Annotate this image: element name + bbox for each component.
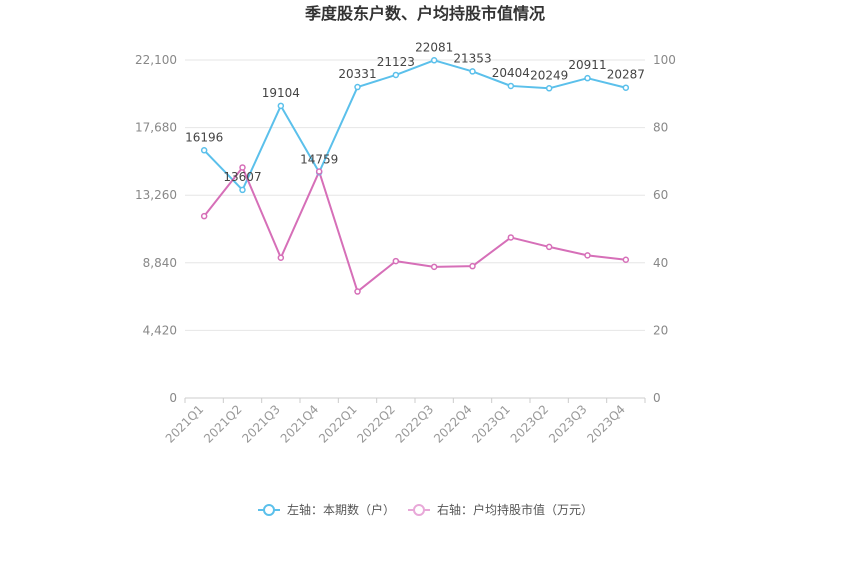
data-labels: 16196 13607 19104 14759 20331211232208121353…	[185, 40, 645, 184]
households-point[interactable]	[354, 83, 361, 91]
left-axis-tick-label: 22,100	[135, 53, 177, 67]
households-point[interactable]	[469, 68, 476, 75]
right-axis-tick-label: 0	[653, 391, 661, 405]
avg-value-point[interactable]	[277, 254, 285, 261]
households-point[interactable]	[430, 57, 438, 64]
right-axis-tick-label: 20	[653, 323, 668, 337]
households-data-label: 19104	[262, 86, 300, 100]
grid	[185, 59, 645, 331]
households-data-label: 16196	[185, 130, 223, 144]
legend-item-avg-value[interactable]: 右轴：户均持股市值（万元）	[408, 502, 593, 517]
x-axis-tick-label: 2022Q4	[431, 402, 475, 446]
households-point[interactable]	[277, 102, 285, 110]
left-axis-tick-label: 4,420	[143, 323, 177, 337]
right-axis-tick-label: 100	[653, 53, 676, 67]
x-axis-tick-label: 2021Q1	[163, 402, 207, 446]
avg-value-point[interactable]	[622, 256, 630, 264]
households-point[interactable]	[507, 82, 515, 90]
left-axis-tick-label: 8,840	[143, 256, 177, 270]
avg-value-point[interactable]	[315, 168, 323, 175]
x-axis-tick-label: 2023Q4	[584, 402, 628, 446]
households-data-label: 13607	[223, 170, 261, 184]
households-data-label: 20287	[607, 68, 645, 82]
x-axis-tick-label: 2022Q1	[316, 402, 360, 446]
avg-value-point[interactable]	[584, 252, 591, 259]
x-axis-tick-label: 2021Q4	[278, 402, 322, 446]
right-axis-tick-label: 40	[653, 256, 668, 270]
series-lines	[203, 59, 627, 293]
legend-households-icon	[263, 504, 275, 516]
legend-avg-value-label: 右轴：户均持股市值（万元）	[437, 502, 593, 517]
legend-avg-value-icon	[413, 504, 425, 516]
households-data-label: 21353	[453, 51, 491, 65]
left-axis-tick-label: 13,260	[135, 188, 177, 202]
households-point[interactable]	[545, 85, 553, 92]
legend-households-label: 左轴：本期数（户）	[287, 502, 395, 517]
chart-title: 季度股东户数、户均持股市值情况	[304, 4, 545, 23]
x-axis-tick-label: 2021Q2	[201, 402, 245, 446]
legend[interactable]: 左轴：本期数（户） 右轴：户均持股市值（万元）	[258, 502, 593, 517]
households-data-label: 20249	[530, 68, 568, 82]
households-point[interactable]	[392, 71, 400, 79]
x-axis-tick-label: 2023Q1	[469, 402, 513, 446]
households-point[interactable]	[584, 74, 591, 82]
left-axis-tick-label: 0	[169, 391, 177, 405]
avg-value-point[interactable]	[507, 234, 515, 241]
points	[200, 57, 630, 295]
avg-value-point[interactable]	[430, 263, 438, 271]
households-data-label: 20331	[338, 67, 376, 81]
avg-value-point[interactable]	[545, 243, 553, 251]
x-axis-tick-label: 2022Q2	[354, 402, 398, 446]
x-axis-tick-label: 2023Q2	[508, 402, 552, 446]
households-data-label: 14759	[300, 152, 338, 166]
avg-value-point[interactable]	[469, 262, 476, 270]
households-data-label: 20404	[492, 66, 530, 80]
x-axis-tick-label: 2021Q3	[239, 402, 283, 446]
left-axis-tick-label: 17,680	[135, 121, 177, 135]
households-point[interactable]	[200, 147, 208, 154]
avg-value-point[interactable]	[354, 288, 361, 295]
axes: 0 0 4,420 20 8,840 40 13,260 60 17,680 80 22,100 10…	[135, 53, 676, 446]
households-data-label: 20911	[568, 58, 606, 72]
x-axis-tick-label: 2023Q3	[546, 402, 590, 446]
right-axis-tick-label: 80	[653, 121, 668, 135]
legend-item-households[interactable]: 左轴：本期数（户）	[258, 502, 395, 517]
avg-value-point[interactable]	[239, 164, 246, 171]
households-point[interactable]	[622, 84, 630, 91]
right-axis-tick-label: 60	[653, 188, 668, 202]
x-axis-tick-label: 2022Q3	[393, 402, 437, 446]
avg-value-line	[203, 166, 626, 293]
households-data-label: 22081	[415, 40, 453, 54]
avg-value-point[interactable]	[392, 257, 400, 265]
households-line	[203, 59, 627, 191]
households-point[interactable]	[239, 186, 246, 194]
avg-value-point[interactable]	[200, 212, 208, 220]
households-data-label: 21123	[377, 55, 415, 69]
